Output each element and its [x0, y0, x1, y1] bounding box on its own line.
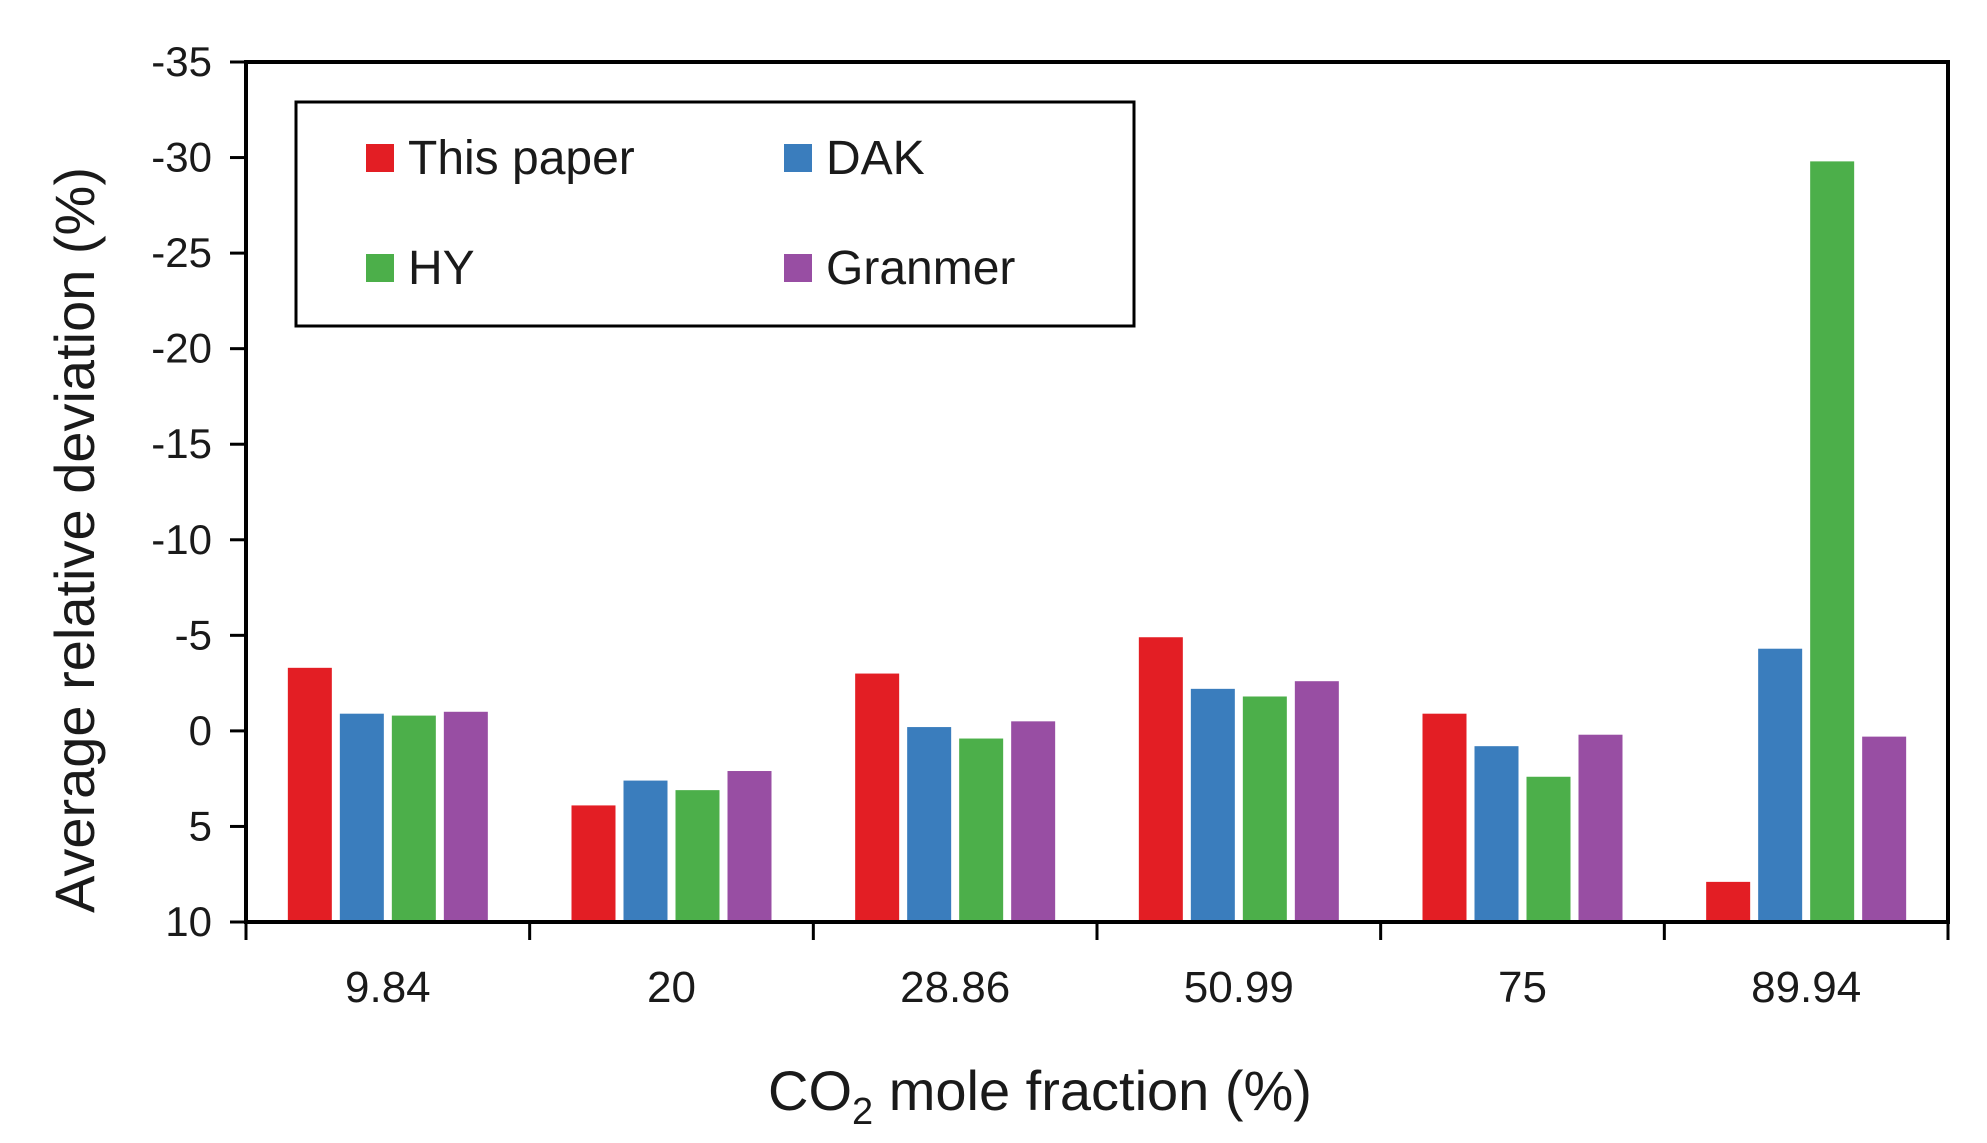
- y-tick-label: -20: [151, 325, 212, 372]
- y-tick-label: 10: [165, 898, 212, 945]
- bar-granmer-9.84: [443, 711, 488, 922]
- x-tick-label: 20: [647, 963, 696, 1012]
- legend-label: DAK: [826, 132, 925, 185]
- bar-this-paper-89.94: [1706, 881, 1751, 922]
- x-tick-label: 89.94: [1751, 963, 1861, 1012]
- bar-this-paper-20: [571, 805, 616, 922]
- x-tick-label: 9.84: [345, 963, 431, 1012]
- bar-hy-75: [1526, 776, 1571, 922]
- bar-granmer-28.86: [1011, 721, 1056, 922]
- x-tick-label: 75: [1498, 963, 1547, 1012]
- bars-group: [287, 161, 1907, 922]
- x-tick-label: 28.86: [900, 963, 1010, 1012]
- legend-label: HY: [408, 242, 475, 295]
- y-axis-label: Average relative deviation (%): [43, 167, 106, 913]
- bar-hy-50.99: [1242, 696, 1287, 922]
- legend: This paper DAK HY Granmer: [294, 100, 1136, 328]
- bar-hy-20: [675, 790, 720, 922]
- bar-this-paper-75: [1422, 713, 1467, 922]
- y-tick-label: -25: [151, 229, 212, 276]
- y-axis-ticks: -35 -30 -25 -20 -15 -10 -5 0 5 10: [151, 38, 246, 945]
- bar-granmer-20: [727, 771, 772, 922]
- legend-label: This paper: [408, 132, 635, 185]
- bar-dak-9.84: [339, 713, 384, 922]
- y-tick-label: 5: [189, 802, 212, 849]
- y-tick-label: -10: [151, 516, 212, 563]
- bar-this-paper-9.84: [287, 667, 332, 922]
- x-axis-label-subscript: 2: [852, 1091, 873, 1133]
- x-axis-label: CO2 mole fraction (%): [768, 1059, 1312, 1133]
- legend-swatch-hy: [366, 254, 394, 282]
- x-axis-ticks: [244, 922, 1950, 940]
- bar-hy-89.94: [1810, 161, 1855, 922]
- x-axis-label-rest: mole fraction (%): [873, 1059, 1312, 1122]
- bar-hy-9.84: [391, 715, 436, 922]
- x-axis-tick-labels: 9.84 20 28.86 50.99 75 89.94: [345, 963, 1861, 1012]
- y-tick-label: -30: [151, 134, 212, 181]
- legend-swatch-this-paper: [366, 144, 394, 172]
- bar-dak-75: [1474, 746, 1519, 922]
- bar-dak-28.86: [907, 727, 952, 922]
- bar-granmer-75: [1578, 734, 1623, 922]
- bar-granmer-50.99: [1294, 681, 1339, 922]
- y-tick-label: 0: [189, 707, 212, 754]
- y-tick-label: -5: [175, 611, 212, 658]
- x-tick-label: 50.99: [1184, 963, 1294, 1012]
- x-axis-label-main: CO: [768, 1059, 852, 1122]
- bar-dak-50.99: [1190, 688, 1235, 922]
- bar-hy-28.86: [959, 738, 1004, 922]
- bar-this-paper-50.99: [1138, 637, 1183, 922]
- legend-box: [294, 100, 1136, 328]
- bar-dak-89.94: [1758, 648, 1803, 922]
- legend-swatch-granmer: [784, 254, 812, 282]
- y-tick-label: -35: [151, 38, 212, 85]
- y-tick-label: -15: [151, 420, 212, 467]
- bar-granmer-89.94: [1862, 736, 1907, 922]
- bar-dak-20: [623, 780, 668, 922]
- legend-label: Granmer: [826, 242, 1015, 295]
- legend-swatch-dak: [784, 144, 812, 172]
- bar-this-paper-28.86: [855, 673, 900, 922]
